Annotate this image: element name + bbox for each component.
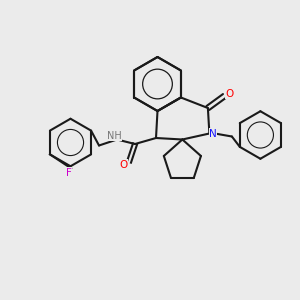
Text: N: N <box>209 128 217 139</box>
Text: F: F <box>66 168 72 178</box>
Text: NH: NH <box>106 131 122 141</box>
Text: O: O <box>226 88 234 99</box>
Text: O: O <box>119 160 128 170</box>
